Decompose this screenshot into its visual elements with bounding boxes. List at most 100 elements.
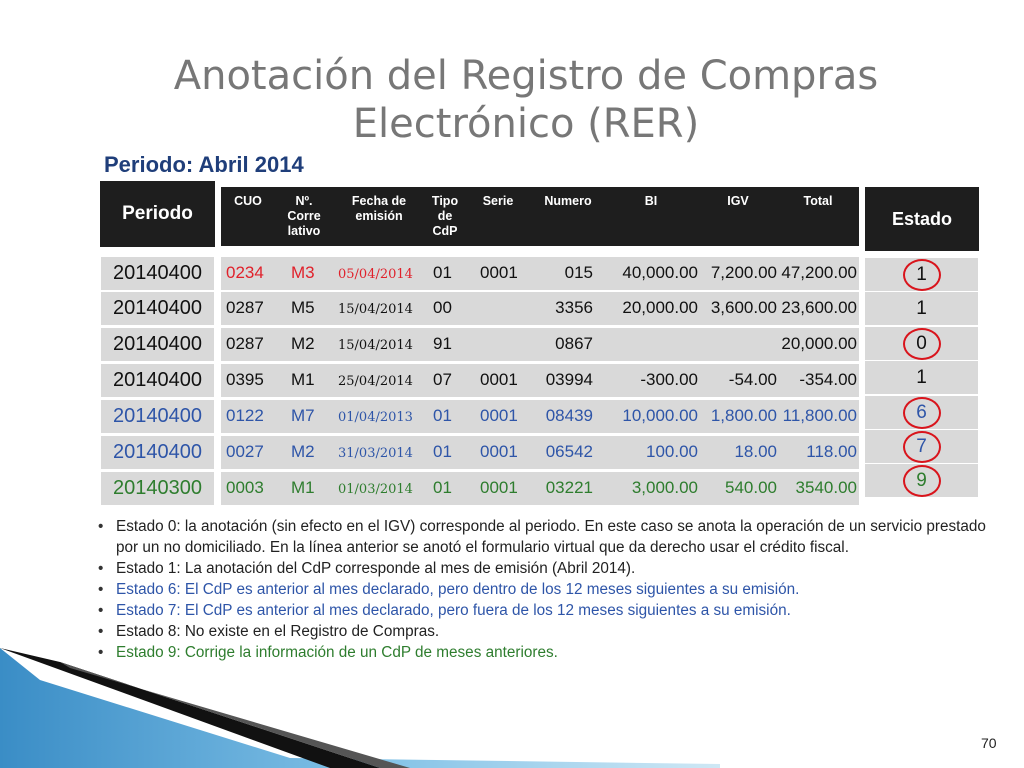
periodo-cell: 20140400: [101, 292, 214, 325]
cell-total: 23,600.00: [781, 298, 857, 317]
cell-fecha: 05/04/2014: [338, 267, 413, 282]
periodo-cell: 20140400: [101, 436, 214, 469]
periodo-cell: 20140300: [101, 472, 214, 505]
periodo-cell: 20140400: [101, 400, 214, 433]
cell-cuo: 0027: [226, 442, 264, 461]
slide-title: Anotación del Registro de Compras Electr…: [0, 52, 1024, 148]
cell-serie: 0001: [480, 263, 518, 282]
cell-bi: 100.00: [646, 442, 698, 461]
cell-cuo: 0287: [226, 298, 264, 317]
estado-highlight-circle: [903, 328, 941, 360]
header-cuo: CUO: [234, 194, 262, 208]
table-row: 0003 M1 01/03/2014 01 0001 03221 3,000.00 540.0…: [221, 472, 859, 505]
cell-cuo: 0122: [226, 406, 264, 425]
cell-igv: 7,200.00: [710, 263, 777, 282]
cell-fecha: 31/03/2014: [338, 446, 413, 461]
cell-igv: -54.00: [728, 370, 777, 389]
table-header: CUO Nº. Corre lativo Fecha de emisión Ti…: [221, 187, 859, 246]
periodo-cell: 20140400: [101, 328, 214, 361]
cell-tipo: 01: [433, 263, 452, 282]
cell-serie: 0001: [480, 370, 518, 389]
table-row: 0234 M3 05/04/2014 01 0001 015 40,000.00 7,200.…: [221, 257, 859, 290]
estado-note: Estado 9: Corrige la información de un C…: [98, 642, 998, 663]
cell-tipo: 00: [433, 298, 452, 317]
cell-tipo: 01: [433, 406, 452, 425]
cell-fecha: 15/04/2014: [338, 338, 413, 353]
cell-igv: 540.00: [725, 478, 777, 497]
cell-serie: 0001: [480, 478, 518, 497]
estado-note: Estado 7: El CdP es anterior al mes decl…: [98, 600, 998, 621]
header-fecha: Fecha de emisión: [351, 194, 407, 223]
cell-tipo: 01: [433, 478, 452, 497]
table-row: 0395 M1 25/04/2014 07 0001 03994 -300.00 -54.00…: [221, 364, 859, 397]
cell-cuo: 0395: [226, 370, 264, 389]
cell-tipo: 91: [433, 334, 452, 353]
table-row: 0287 M5 15/04/2014 00 3356 20,000.00 3,600.00 2…: [221, 292, 859, 325]
cell-numero: 08439: [545, 406, 593, 425]
cell-fecha: 01/04/2013: [338, 410, 413, 425]
header-serie: Serie: [482, 194, 514, 208]
cell-igv: 1,800.00: [710, 406, 777, 425]
table-row: 0122 M7 01/04/2013 01 0001 08439 10,000.00 1,80…: [221, 400, 859, 433]
estado-notes-list: Estado 0: la anotación (sin efecto en el…: [98, 516, 998, 663]
estado-note: Estado 8: No existe en el Registro de Co…: [98, 621, 998, 642]
estado-highlight-circle: [903, 431, 941, 463]
cell-total: 20,000.00: [781, 334, 857, 353]
cell-total: 118.00: [806, 442, 857, 461]
cell-corr: M1: [291, 478, 315, 497]
cell-bi: 20,000.00: [622, 298, 698, 317]
cell-bi: 10,000.00: [622, 406, 698, 425]
cell-total: -354.00: [799, 370, 857, 389]
header-correlativo: Nº. Corre lativo: [287, 194, 321, 238]
cell-tipo: 07: [433, 370, 452, 389]
periodo-column-header: Periodo: [100, 181, 215, 247]
cell-numero: 03994: [545, 370, 593, 389]
header-total: Total: [803, 194, 833, 208]
cell-corr: M3: [291, 263, 315, 282]
estado-cell: 7: [865, 430, 978, 463]
cell-fecha: 15/04/2014: [338, 302, 413, 317]
cell-total: 3540.00: [795, 478, 857, 497]
decorative-swoosh: [0, 648, 720, 768]
cell-total: 47,200.00: [781, 263, 857, 282]
estado-cell: 6: [865, 396, 978, 429]
cell-numero: 3356: [555, 298, 593, 317]
periodo-cell: 20140400: [101, 364, 214, 397]
estado-cell: 1: [865, 361, 978, 394]
estado-column-header: Estado: [865, 187, 979, 251]
cell-cuo: 0003: [226, 478, 264, 497]
periodo-caption: Periodo: Abril 2014: [104, 152, 304, 177]
table-row: 0287 M2 15/04/2014 91 0867 20,000.00: [221, 328, 859, 361]
cell-fecha: 01/03/2014: [338, 482, 413, 497]
cell-corr: M2: [291, 334, 315, 353]
cell-bi: 3,000.00: [631, 478, 698, 497]
slide-title-line2: Electrónico (RER): [352, 101, 700, 147]
cell-numero: 0867: [555, 334, 593, 353]
estado-note: Estado 0: la anotación (sin efecto en el…: [98, 516, 998, 558]
estado-note: Estado 1: La anotación del CdP correspon…: [98, 558, 998, 579]
header-igv: IGV: [727, 194, 749, 208]
cell-numero: 015: [564, 263, 593, 282]
cell-cuo: 0287: [226, 334, 264, 353]
cell-corr: M7: [291, 406, 315, 425]
estado-cell: 1: [865, 292, 978, 325]
slide-title-line1: Anotación del Registro de Compras: [173, 53, 879, 99]
estado-cell: 0: [865, 327, 978, 360]
estado-note: Estado 6: El CdP es anterior al mes decl…: [98, 579, 998, 600]
estado-highlight-circle: [903, 465, 941, 497]
cell-tipo: 01: [433, 442, 452, 461]
cell-serie: 0001: [480, 442, 518, 461]
periodo-cell: 20140400: [101, 257, 214, 290]
table-row: 0027 M2 31/03/2014 01 0001 06542 100.00 18.00 11…: [221, 436, 859, 469]
estado-value: 1: [916, 297, 927, 319]
cell-cuo: 0234: [226, 263, 264, 282]
cell-numero: 03221: [545, 478, 593, 497]
cell-numero: 06542: [545, 442, 593, 461]
estado-cell: 9: [865, 464, 978, 497]
cell-fecha: 25/04/2014: [338, 374, 413, 389]
estado-highlight-circle: [903, 397, 941, 429]
cell-bi: -300.00: [640, 370, 698, 389]
page-number: 70: [981, 735, 997, 751]
header-tipo: Tipo de CdP: [431, 194, 459, 238]
estado-cell: 1: [865, 258, 978, 291]
